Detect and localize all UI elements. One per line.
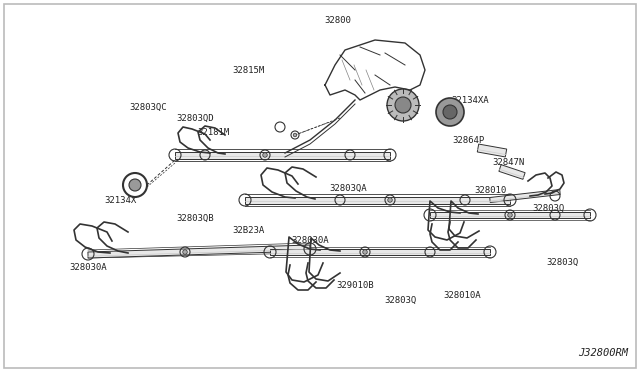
Polygon shape <box>499 165 525 179</box>
Text: 32134XA: 32134XA <box>451 96 489 105</box>
Circle shape <box>129 179 141 191</box>
Text: 32803QD: 32803QD <box>176 113 214 122</box>
Circle shape <box>436 98 464 126</box>
Polygon shape <box>245 196 510 203</box>
Circle shape <box>395 97 411 113</box>
Text: 32800: 32800 <box>324 16 351 25</box>
Text: 32847N: 32847N <box>492 157 524 167</box>
Text: 328030A: 328030A <box>69 263 107 273</box>
Circle shape <box>387 89 419 121</box>
Text: 32B23A: 32B23A <box>232 225 264 234</box>
Text: 328010: 328010 <box>474 186 506 195</box>
Polygon shape <box>490 189 560 202</box>
Polygon shape <box>175 151 390 158</box>
Circle shape <box>443 105 457 119</box>
Text: 32803Q: 32803Q <box>546 257 578 266</box>
Circle shape <box>183 250 188 254</box>
Circle shape <box>263 153 268 157</box>
Circle shape <box>508 213 512 217</box>
Polygon shape <box>88 245 310 258</box>
Circle shape <box>293 133 297 137</box>
Text: 32803QB: 32803QB <box>176 214 214 222</box>
Text: J32800RM: J32800RM <box>578 348 628 358</box>
Polygon shape <box>430 212 590 218</box>
Text: 32803Q: 32803Q <box>384 295 416 305</box>
Circle shape <box>388 198 392 202</box>
Text: 328030A: 328030A <box>291 235 329 244</box>
Polygon shape <box>270 249 490 255</box>
Text: 328010A: 328010A <box>443 292 481 301</box>
Text: 32803Q: 32803Q <box>532 203 564 212</box>
Text: 32181M: 32181M <box>197 128 229 137</box>
Text: 32864P: 32864P <box>452 135 484 144</box>
Text: 32803QA: 32803QA <box>329 183 367 192</box>
Polygon shape <box>477 144 507 157</box>
Text: 329010B: 329010B <box>336 280 374 289</box>
Circle shape <box>363 250 367 254</box>
Text: 32803QC: 32803QC <box>129 103 167 112</box>
Text: 32815M: 32815M <box>232 65 264 74</box>
Text: 32134X: 32134X <box>104 196 136 205</box>
